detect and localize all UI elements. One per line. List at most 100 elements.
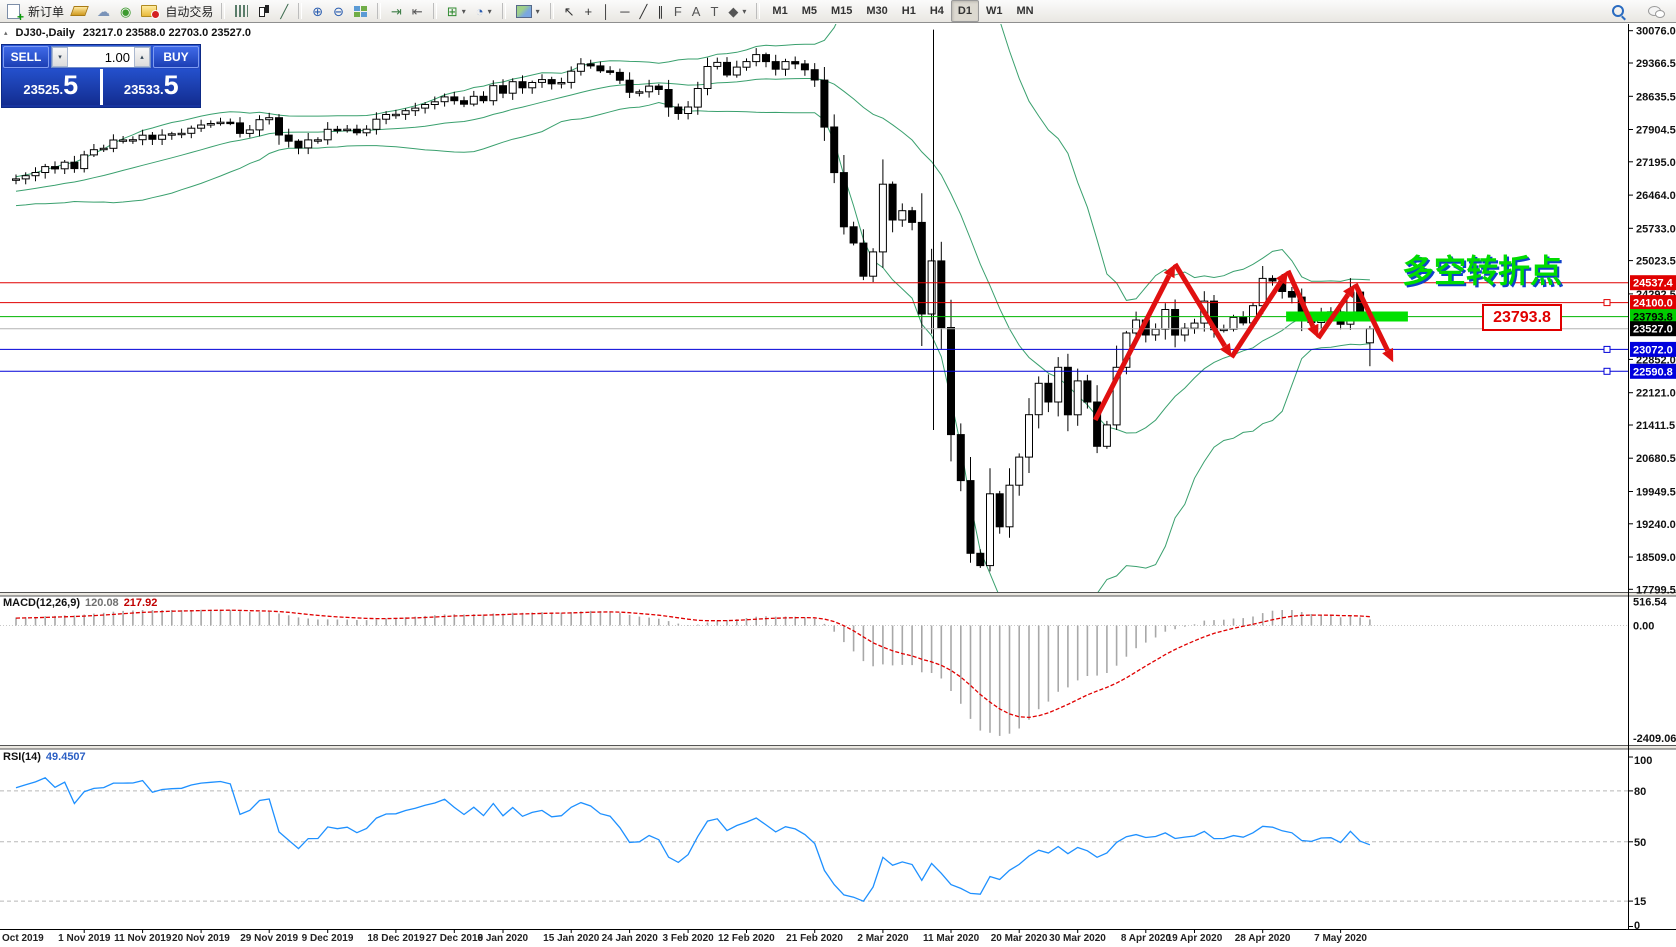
- svg-text:18509.0: 18509.0: [1636, 552, 1676, 564]
- candlestick-icon: [258, 5, 270, 17]
- toolbar-group-1: ╱: [228, 0, 295, 22]
- vertical-line-icon[interactable]: │: [597, 0, 615, 22]
- add-indicator-icon-dropdown[interactable]: ▾: [461, 6, 466, 16]
- macd-pane[interactable]: [0, 596, 1628, 745]
- svg-text:22852.0: 22852.0: [1636, 354, 1676, 366]
- text-icon: A: [691, 3, 701, 19]
- new-order-icon: [7, 3, 24, 24]
- date-label: 1 Nov 2019: [58, 933, 111, 944]
- timeframe-m1[interactable]: M1: [772, 5, 788, 17]
- zoom-out-icon[interactable]: ⊖: [328, 0, 349, 22]
- gold-bar-icon[interactable]: [67, 0, 92, 22]
- toolbar-separator: [549, 3, 554, 19]
- timeframe-d1[interactable]: D1: [950, 0, 979, 22]
- volume-increase-button[interactable]: ▴: [134, 47, 150, 67]
- period-clock-icon[interactable]: ◔ ▾: [471, 0, 497, 22]
- trendline-icon[interactable]: ╱: [634, 0, 652, 22]
- candles: [12, 48, 1374, 572]
- chart-shift-icon[interactable]: ⇤: [407, 0, 428, 22]
- bar-chart-icon[interactable]: [230, 0, 253, 22]
- svg-text:23072.0: 23072.0: [1633, 344, 1673, 356]
- timeframe-mn[interactable]: MN: [1016, 5, 1034, 17]
- svg-text:29366.5: 29366.5: [1636, 58, 1676, 70]
- rsi-value: 49.4507: [45, 751, 86, 763]
- timeframe-m15[interactable]: M15: [830, 5, 853, 17]
- channel-icon[interactable]: ∥: [652, 0, 669, 22]
- svg-text:22121.0: 22121.0: [1636, 388, 1676, 400]
- timeframe-m30[interactable]: M30: [866, 5, 888, 17]
- timeframe-w1[interactable]: W1: [985, 5, 1003, 17]
- cursor-icon: ↖: [563, 3, 575, 19]
- zoom-in-icon[interactable]: ⊕: [307, 0, 328, 22]
- price-level-label-box[interactable]: 23793.8: [1482, 304, 1562, 331]
- chat-icon[interactable]: [1643, 0, 1666, 22]
- date-label: 20 Mar 2020: [990, 933, 1048, 944]
- svg-text:30076.0: 30076.0: [1636, 26, 1676, 38]
- chart-ohlc-values: 23217.0 23588.0 22703.0 23527.0: [82, 27, 252, 39]
- timeframe-m5[interactable]: M5: [801, 5, 817, 17]
- rsi-pane[interactable]: [0, 749, 1628, 929]
- date-label: 9 Dec 2019: [301, 933, 354, 944]
- turning-point-annotation[interactable]: 多空转折点: [1402, 253, 1563, 289]
- text-label-icon[interactable]: T: [705, 0, 723, 22]
- main-toolbar: 新订单☁◉自动交易╱⊕⊖⇥⇤⊞▾◔▾▾↖+│─╱∥FAT◆▾M1M5M15M30…: [0, 0, 1676, 24]
- arrows-icon-dropdown[interactable]: ▾: [742, 6, 747, 16]
- volume-decrease-button[interactable]: ▾: [52, 47, 68, 67]
- tile-windows-icon[interactable]: [349, 0, 372, 22]
- macd-indicator-label: MACD(12,26,9) 120.08 217.92: [3, 597, 157, 609]
- timeframe-h4[interactable]: H4: [929, 5, 944, 17]
- cloud-icon[interactable]: ☁: [92, 0, 115, 22]
- horizontal-line-icon[interactable]: ─: [615, 0, 634, 22]
- add-indicator-icon[interactable]: ⊞ ▾: [442, 0, 471, 22]
- volume-value[interactable]: 1.00: [104, 49, 130, 65]
- cloud-icon: ☁: [97, 3, 111, 19]
- price-chart-pane[interactable]: [0, 24, 1628, 592]
- volume-spinner: ▾ 1.00 ▴: [51, 46, 151, 68]
- add-indicator-icon: ⊞: [446, 3, 458, 19]
- new-order-label[interactable]: 新订单: [28, 4, 65, 19]
- horizontal-line-icon: ─: [620, 3, 630, 19]
- text-icon[interactable]: A: [687, 0, 706, 22]
- indicator-window-icon-dropdown[interactable]: ▾: [535, 6, 540, 16]
- collapse-panel-icon[interactable]: ▴: [4, 30, 8, 37]
- chart-shift-icon: ⇤: [411, 3, 423, 19]
- buy-button[interactable]: BUY: [153, 46, 199, 68]
- date-label: 21 Feb 2020: [786, 933, 843, 944]
- auto-scroll-icon[interactable]: ⇥: [386, 0, 407, 22]
- period-clock-icon-dropdown[interactable]: ▾: [487, 6, 492, 16]
- crosshair-icon[interactable]: +: [580, 0, 598, 22]
- svg-text:516.54: 516.54: [1633, 596, 1668, 608]
- cursor-icon[interactable]: ↖: [559, 0, 580, 22]
- fibonacci-icon[interactable]: F: [669, 0, 687, 22]
- arrows-icon[interactable]: ◆ ▾: [723, 0, 751, 22]
- macd-name: MACD(12,26,9): [3, 597, 81, 609]
- toolbar-group-2: ⊕ ⊖: [305, 0, 374, 22]
- svg-text:80: 80: [1634, 786, 1646, 798]
- sell-price-display[interactable]: 23525. 5: [2, 69, 100, 105]
- auto-trading-icon[interactable]: [136, 0, 162, 22]
- svg-text:15: 15: [1634, 896, 1646, 908]
- toolbar-separator: [756, 3, 761, 19]
- search-icon[interactable]: [1607, 0, 1629, 22]
- sell-button[interactable]: SELL: [3, 46, 49, 68]
- date-label: 6 Jan 2020: [477, 933, 529, 944]
- new-order-icon[interactable]: [2, 0, 25, 24]
- signal-icon[interactable]: ◉: [115, 0, 136, 22]
- line-chart-icon[interactable]: ╱: [275, 0, 293, 22]
- buy-price-display[interactable]: 23533. 5: [102, 69, 200, 105]
- auto-trading-icon: [141, 5, 161, 19]
- price-axis[interactable]: [1628, 24, 1676, 929]
- chat-icon: [1648, 6, 1665, 18]
- symbol-bar: ▴ DJ30-,Daily 23217.0 23588.0 22703.0 23…: [4, 27, 251, 39]
- indicator-window-icon[interactable]: ▾: [511, 0, 545, 22]
- date-label: 8 Apr 2020: [1120, 933, 1172, 944]
- svg-text:25023.5: 25023.5: [1636, 256, 1676, 268]
- candlestick-icon[interactable]: [253, 0, 275, 22]
- timeframe-h1[interactable]: H1: [901, 5, 916, 17]
- auto-trading-label[interactable]: 自动交易: [165, 4, 214, 19]
- svg-text:22590.8: 22590.8: [1633, 366, 1673, 378]
- auto-scroll-icon: ⇥: [391, 3, 402, 19]
- rsi-line: [15, 777, 1371, 903]
- one-click-trading-panel: SELL ▾ 1.00 ▴ BUY 23525. 5 23533. 5: [1, 44, 201, 108]
